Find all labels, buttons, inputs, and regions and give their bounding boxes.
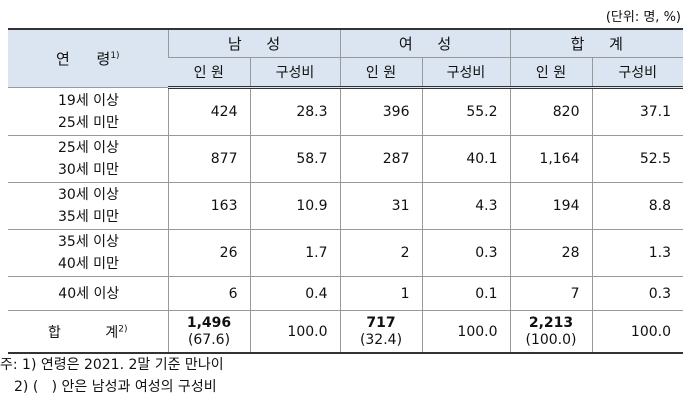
cell: 2,213 (100.0): [509, 310, 592, 354]
cell: 28.3: [249, 87, 340, 136]
total-text: 합 계: [48, 324, 119, 341]
cell: 31: [339, 182, 422, 230]
notes: 주: 1) 연령은 2021. 2말 기준 만나이 2) ( ) 안은 남성과 여…: [0, 354, 224, 398]
column-header: 구성비: [591, 57, 683, 89]
total-share: (32.4): [359, 331, 403, 348]
cell: 0.1: [421, 276, 510, 311]
total-share: (67.6): [187, 331, 231, 348]
cell: 8.8: [591, 182, 683, 230]
group-name: 남 성: [227, 35, 281, 53]
cell: 100.0: [249, 310, 340, 354]
cell: 7: [509, 276, 592, 311]
column-header: 인 원: [168, 57, 250, 89]
cell: 1,164: [509, 135, 592, 183]
cell: 6: [167, 276, 250, 311]
cell: 877: [167, 135, 250, 183]
cell: 55.2: [421, 87, 510, 136]
cell: 287: [339, 135, 422, 183]
note: 주: 1) 연령은 2021. 2말 기준 만나이: [0, 357, 224, 373]
cell: 100.0: [421, 310, 510, 354]
row: 30세 이상 35세 미만 163 10.9 31 4.3 194 8.8: [8, 182, 683, 230]
total-row: 합 계2) 1,496 (67.6) 100.0 717 (32.4) 100.0 2,213…: [8, 310, 683, 354]
group-header: 남 성: [167, 28, 340, 58]
subheader-row: 인 원 구성비 인 원 구성비 인 원 구성비: [8, 57, 683, 89]
cell: 717 (32.4): [339, 310, 422, 354]
group-name: 합 계: [570, 35, 623, 53]
cell: 1.7: [249, 229, 340, 277]
total-label: 합 계2): [8, 310, 168, 354]
cell: 52.5: [591, 135, 683, 183]
cell: 100.0: [591, 310, 683, 354]
cell: 396: [339, 87, 422, 136]
row-label: 35세 이상 40세 미만: [8, 229, 168, 277]
age-header: 연 령1): [8, 28, 168, 88]
cell: 4.3: [421, 182, 510, 230]
cell: 424: [167, 87, 250, 136]
row: 25세 이상 30세 미만 877 58.7 287 40.1 1,164 52.5: [8, 135, 683, 183]
note-mark: 2): [118, 323, 128, 334]
cell: 2: [339, 229, 422, 277]
row-label: 19세 이상 25세 미만: [8, 87, 168, 136]
row: 35세 이상 40세 미만 26 1.7 2 0.3 28 1.3: [8, 229, 683, 277]
column-header: 인 원: [509, 57, 592, 89]
cell: 37.1: [591, 87, 683, 136]
group-name: 여 성: [398, 35, 452, 53]
cell: 1,496 (67.6): [167, 310, 250, 354]
group-header: 여 성: [339, 28, 510, 58]
cell: 1.3: [591, 229, 683, 277]
column-header: 구성비: [421, 57, 510, 89]
row: 19세 이상 25세 미만 424 28.3 396 55.2 820 37.1: [8, 87, 683, 136]
group-header: 합 계: [509, 28, 683, 58]
note: 2) ( ) 안은 남성과 여성의 구성비: [14, 379, 217, 395]
cell: 10.9: [249, 182, 340, 230]
total-count: 1,496: [186, 314, 232, 331]
row-label: 40세 이상: [8, 276, 168, 311]
cell: 0.4: [249, 276, 340, 311]
unit: (단위: 명, %): [605, 10, 681, 25]
cell: 28: [509, 229, 592, 277]
cell: 40.1: [421, 135, 510, 183]
cell: 58.7: [249, 135, 340, 183]
total-count: 2,213: [528, 314, 574, 331]
total-share: (100.0): [525, 331, 577, 348]
cell: 1: [339, 276, 422, 311]
cell: 820: [509, 87, 592, 136]
note-mark: 1): [110, 51, 120, 61]
cell: 0.3: [421, 229, 510, 277]
age-label: 연 령: [55, 50, 111, 68]
row-label: 25세 이상 30세 미만: [8, 135, 168, 183]
row-label: 30세 이상 35세 미만: [8, 182, 168, 230]
cell: 26: [167, 229, 250, 277]
column-header: 인 원: [339, 57, 422, 89]
cell: 163: [167, 182, 250, 230]
row: 40세 이상 6 0.4 1 0.1 7 0.3: [8, 276, 683, 311]
cell: 0.3: [591, 276, 683, 311]
column-header: 구성비: [249, 57, 340, 89]
total-count: 717: [366, 314, 396, 331]
cell: 194: [509, 182, 592, 230]
header-row: 연 령1) 남 성 여 성 합 계: [8, 28, 683, 88]
